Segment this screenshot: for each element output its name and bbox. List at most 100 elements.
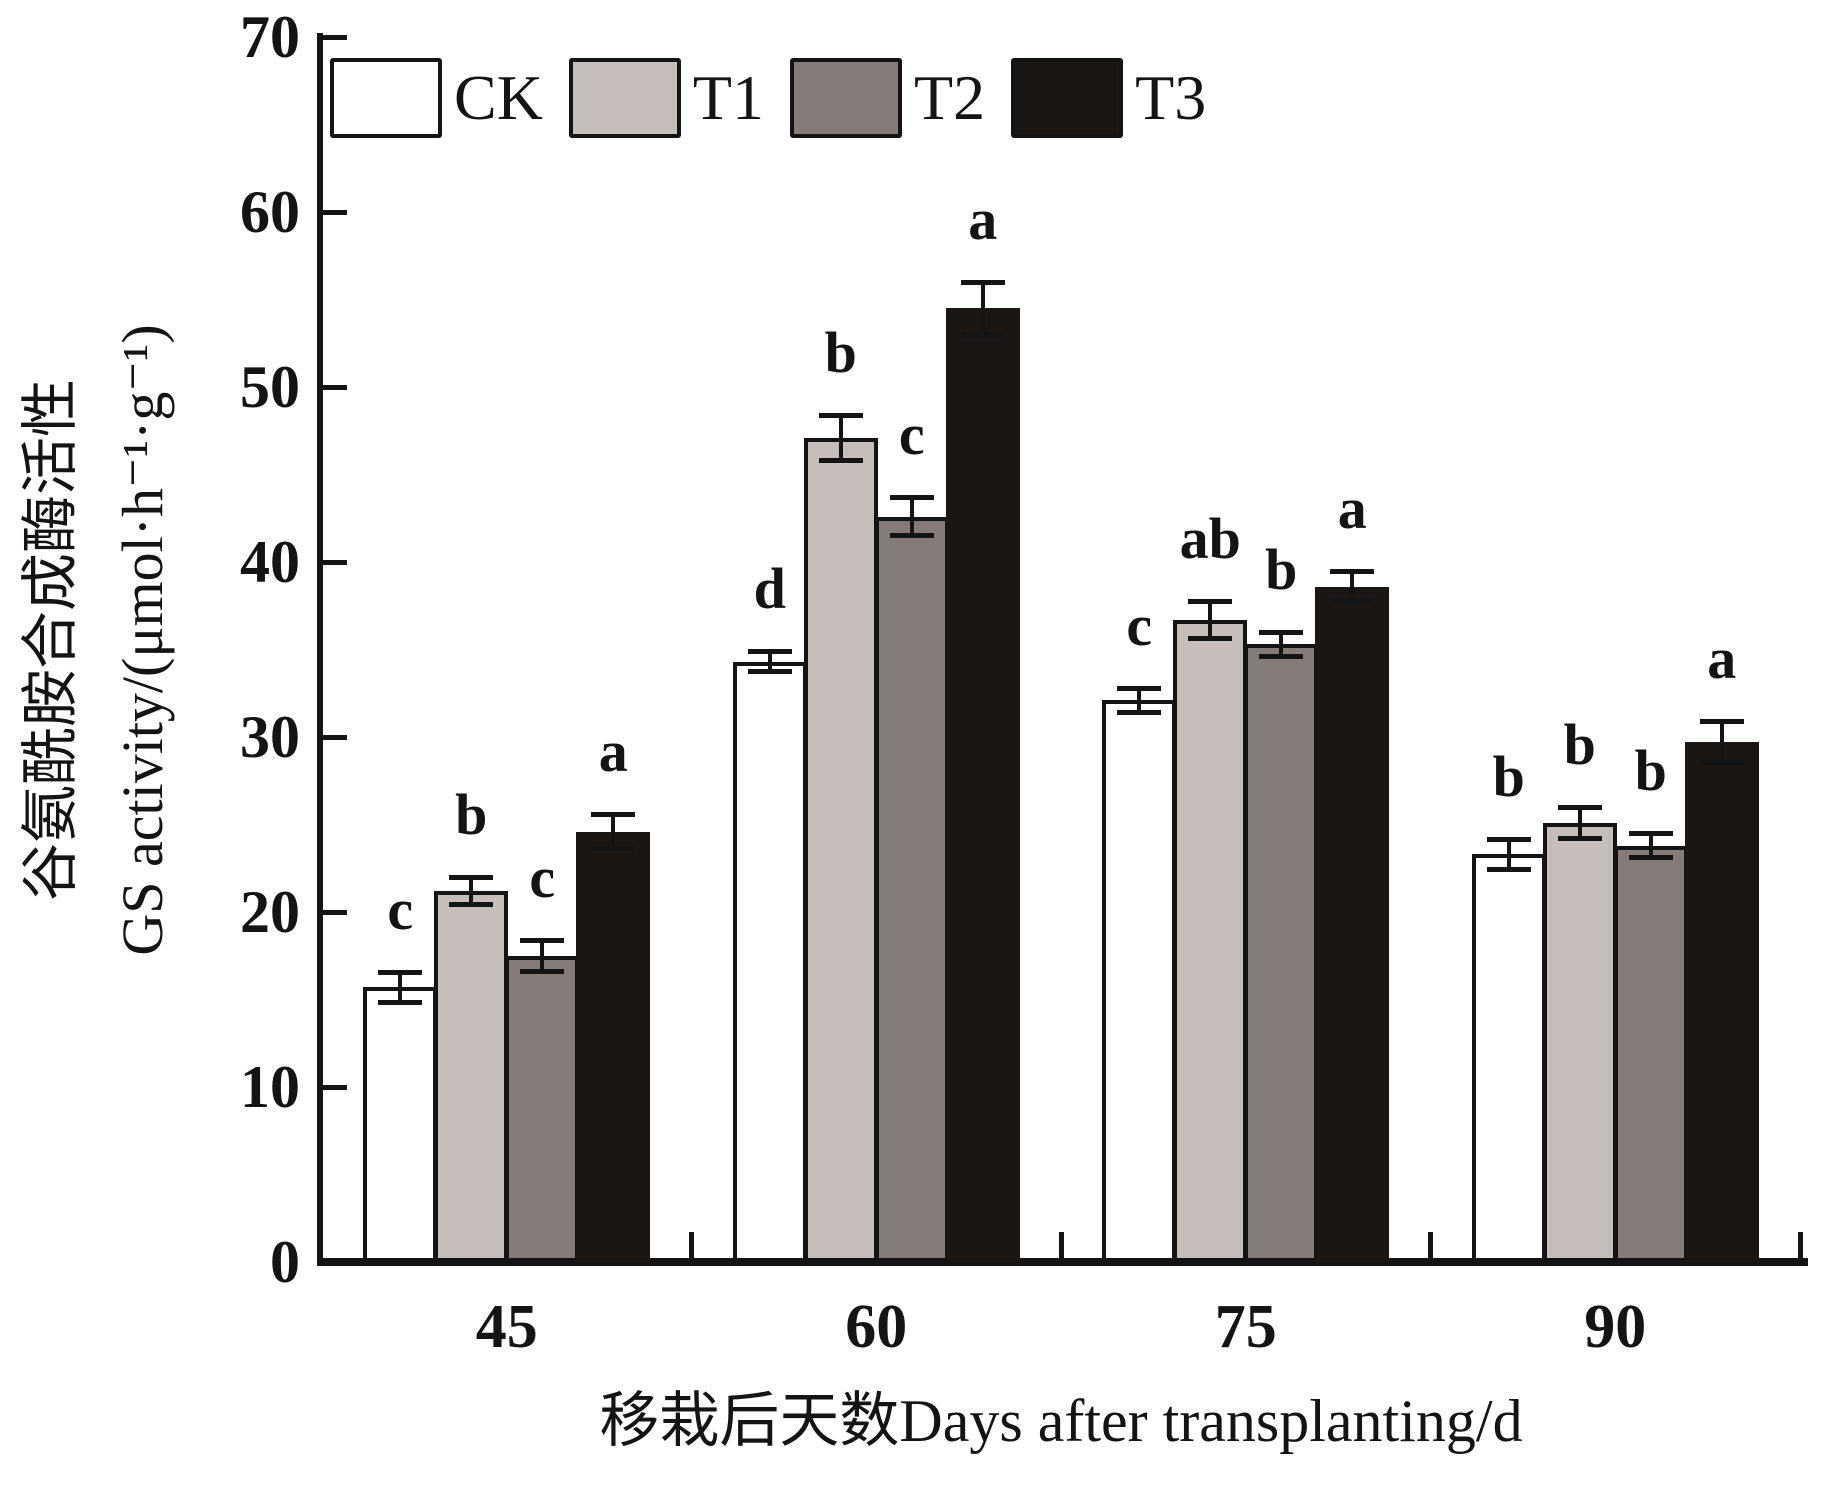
y-tick-label: 20: [240, 879, 300, 945]
error-bar-cap-top: [591, 812, 636, 817]
error-bar-cap-bottom: [520, 968, 565, 974]
y-axis-line: [317, 33, 323, 1266]
bar-T1-45: [434, 891, 509, 1262]
error-bar-stem: [469, 877, 474, 905]
error-bar-stem: [767, 651, 772, 673]
legend: CK T1 T2 T3: [330, 58, 1206, 138]
error-bar-stem: [909, 497, 914, 536]
legend-label-T2: T2: [914, 62, 986, 133]
legend-label-T1: T1: [692, 62, 764, 133]
sig-letter-CK-75: c: [1126, 593, 1153, 658]
y-tick: [323, 34, 347, 40]
bar-CK-60: [732, 661, 807, 1262]
legend-item-T3: T3: [1011, 58, 1206, 138]
x-tick: [1797, 1232, 1803, 1258]
bar-T3-45: [576, 831, 651, 1262]
error-bar-cap-top: [747, 649, 792, 655]
bar-T1-90: [1542, 822, 1617, 1262]
error-bar-cap-top: [378, 969, 423, 975]
legend-swatch-T2: [790, 58, 902, 138]
error-bar-cap-top: [1259, 630, 1304, 635]
error-bar-cap-top: [1330, 568, 1375, 574]
y-tick: [323, 734, 347, 740]
y-tick-label: 70: [240, 4, 300, 70]
legend-item-T2: T2: [790, 58, 985, 138]
sig-letter-T1-90: b: [1563, 712, 1596, 777]
error-bar-cap-bottom: [1330, 599, 1375, 605]
x-tick: [689, 1232, 694, 1258]
sig-letter-T1-60: b: [824, 320, 857, 385]
sig-letter-T1-45: b: [455, 782, 488, 847]
error-bar-cap-top: [1117, 686, 1162, 691]
legend-item-CK: CK: [330, 58, 543, 138]
y-tick-label: 30: [240, 704, 300, 770]
error-bar-cap-bottom: [1628, 854, 1673, 860]
y-tick: [323, 384, 347, 390]
error-bar-cap-bottom: [1486, 867, 1531, 872]
sig-letter-T1-75: ab: [1179, 505, 1241, 571]
x-axis-title: 移栽后天数Days after transplanting/d: [599, 1388, 1523, 1454]
error-bar-stem: [611, 814, 616, 849]
legend-item-T1: T1: [568, 58, 764, 138]
x-axis-line: [317, 1258, 1808, 1266]
error-bar-cap-bottom: [1699, 760, 1744, 766]
y-tick-label: 50: [240, 354, 300, 420]
error-bar-stem: [1137, 688, 1142, 713]
legend-swatch-CK: [330, 58, 442, 138]
legend-swatch-T1: [568, 58, 681, 138]
bar-T1-75: [1173, 619, 1248, 1262]
error-bar-cap-bottom: [1188, 636, 1233, 641]
y-tick: [323, 1084, 347, 1090]
error-bar-stem: [1279, 632, 1284, 657]
x-tick: [1428, 1232, 1433, 1258]
sig-letter-T3-75: a: [1337, 475, 1367, 541]
y-tick: [323, 559, 347, 565]
legend-label-T3: T3: [1135, 62, 1207, 133]
x-category-label: 75: [1214, 1293, 1277, 1361]
error-bar-cap-top: [1486, 836, 1531, 842]
bar-T1-60: [803, 437, 878, 1262]
bar-T2-75: [1244, 644, 1319, 1262]
sig-letter-CK-60: d: [753, 556, 786, 622]
y-tick-label: 10: [240, 1054, 300, 1120]
error-bar-cap-bottom: [1557, 835, 1602, 841]
error-bar-cap-bottom: [818, 457, 863, 463]
error-bar-stem: [980, 282, 985, 335]
error-bar-cap-top: [1628, 831, 1673, 837]
sig-letter-T3-45: a: [598, 719, 628, 784]
error-bar-cap-top: [1188, 598, 1233, 604]
error-bar-stem: [1719, 721, 1724, 764]
sig-letter-T2-60: c: [898, 402, 925, 468]
y-tick: [323, 209, 347, 215]
error-bar-stem: [838, 415, 843, 461]
bar-CK-75: [1102, 700, 1177, 1262]
bar-T2-60: [874, 516, 949, 1262]
bar-T3-60: [945, 308, 1020, 1262]
sig-letter-T2-90: b: [1634, 738, 1667, 804]
sig-letter-T3-60: a: [968, 187, 998, 252]
sig-letter-T2-45: c: [529, 845, 556, 910]
error-bar-cap-bottom: [378, 1000, 423, 1005]
bar-CK-45: [363, 987, 438, 1262]
sig-letter-CK-90: b: [1492, 743, 1525, 809]
bar-CK-90: [1471, 854, 1546, 1262]
error-bar-cap-top: [960, 280, 1005, 285]
sig-letter-T3-90: a: [1707, 626, 1737, 692]
error-bar-cap-top: [818, 413, 863, 418]
error-bar-cap-bottom: [591, 846, 636, 851]
error-bar-cap-bottom: [960, 331, 1005, 337]
sig-letter-CK-45: c: [387, 876, 414, 942]
error-bar-stem: [1577, 807, 1582, 839]
error-bar-cap-bottom: [1259, 653, 1304, 659]
x-category-label: 45: [475, 1293, 538, 1361]
error-bar-stem: [1648, 833, 1653, 858]
error-bar-stem: [398, 971, 403, 1003]
error-bar-cap-top: [1699, 719, 1744, 725]
x-category-label: 90: [1584, 1293, 1647, 1361]
y-tick-label: 40: [240, 529, 300, 595]
error-bar-stem: [540, 940, 545, 972]
error-bar-cap-top: [1557, 805, 1602, 810]
x-tick: [1058, 1232, 1064, 1258]
